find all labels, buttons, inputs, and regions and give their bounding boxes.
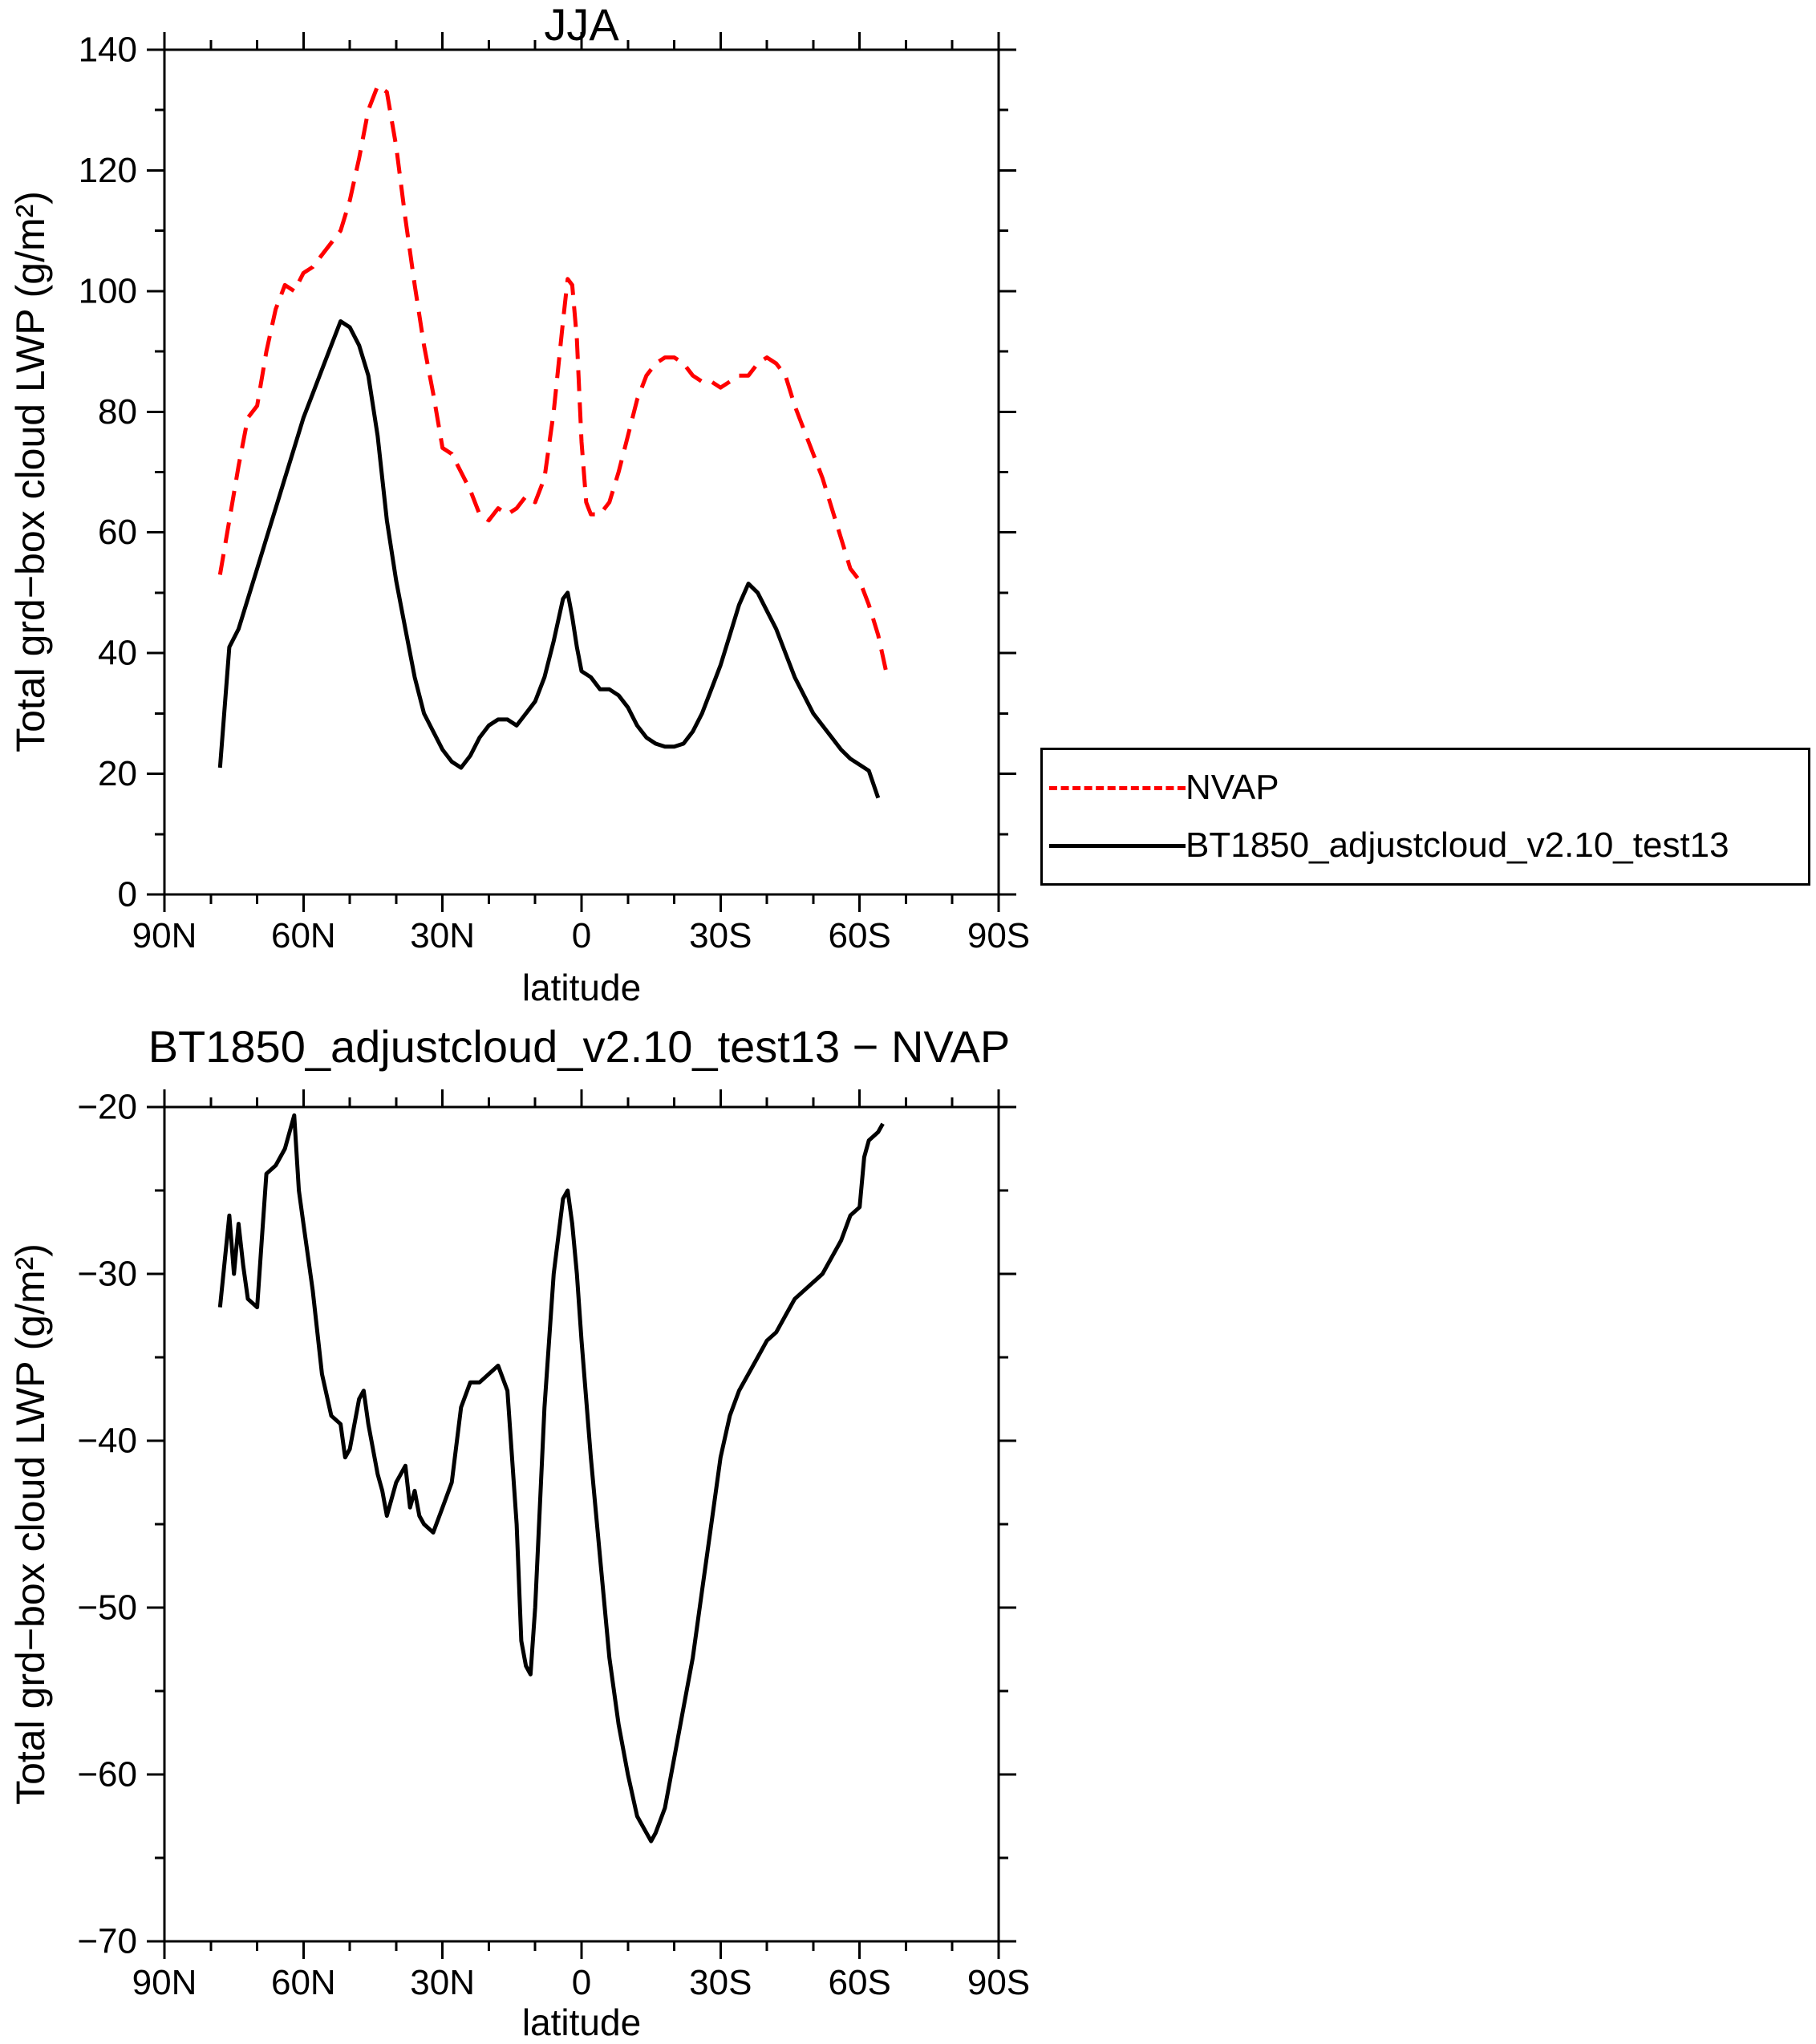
svg-text:60N: 60N [271, 1963, 336, 2002]
svg-text:−40: −40 [77, 1421, 137, 1461]
svg-text:60S: 60S [829, 1963, 891, 2002]
svg-text:30N: 30N [410, 1963, 475, 2002]
top-chart-title: JJA [544, 0, 619, 50]
svg-text:60: 60 [98, 513, 137, 552]
legend: NVAP BT1850_adjustcloud_v2.10_test13 [1040, 748, 1810, 886]
svg-text:20: 20 [98, 754, 137, 793]
legend-item-bt1850: BT1850_adjustcloud_v2.10_test13 [1049, 817, 1808, 874]
svg-text:100: 100 [79, 271, 137, 310]
nvap-dashed-line-sample [1049, 785, 1186, 790]
top-y-axis-label: Total grd−box cloud LWP (g/m²) [8, 191, 53, 752]
legend-label-bt1850: BT1850_adjustcloud_v2.10_test13 [1186, 825, 1729, 865]
svg-text:0: 0 [572, 916, 591, 955]
svg-text:60S: 60S [829, 916, 891, 955]
svg-text:120: 120 [79, 151, 137, 190]
svg-text:−20: −20 [77, 1088, 137, 1127]
bottom-chart-title: BT1850_adjustcloud_v2.10_test13 − NVAP [148, 1021, 1011, 1072]
svg-text:90N: 90N [132, 1963, 197, 2002]
top-x-axis-label: latitude [521, 967, 642, 1008]
bottom-x-axis-label: latitude [521, 2001, 642, 2043]
svg-text:−70: −70 [77, 1922, 137, 1961]
svg-text:0: 0 [118, 875, 137, 915]
svg-text:140: 140 [79, 30, 137, 70]
svg-text:40: 40 [98, 634, 137, 673]
svg-text:80: 80 [98, 392, 137, 432]
svg-text:30S: 30S [689, 916, 752, 955]
svg-text:0: 0 [572, 1963, 591, 2002]
svg-text:60N: 60N [271, 916, 336, 955]
legend-label-nvap: NVAP [1186, 768, 1279, 807]
bottom-y-axis-label: Total grd−box cloud LWP (g/m²) [8, 1243, 53, 1805]
svg-text:−60: −60 [77, 1755, 137, 1795]
svg-text:−30: −30 [77, 1255, 137, 1294]
svg-text:90N: 90N [132, 916, 197, 955]
bt1850-solid-line-sample [1049, 843, 1186, 848]
legend-item-nvap: NVAP [1049, 759, 1808, 817]
svg-text:90S: 90S [967, 1963, 1030, 2002]
svg-text:−50: −50 [77, 1588, 137, 1628]
svg-text:90S: 90S [967, 916, 1030, 955]
svg-text:30S: 30S [689, 1963, 752, 2002]
svg-text:30N: 30N [410, 916, 475, 955]
